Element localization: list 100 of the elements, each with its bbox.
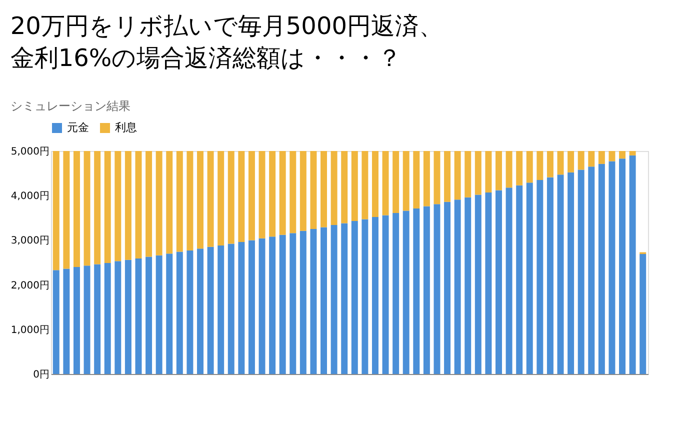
bar	[279, 234, 286, 374]
bar	[598, 164, 605, 374]
bar	[546, 151, 554, 178]
bar	[578, 170, 584, 374]
bar	[588, 151, 595, 167]
bar	[176, 151, 183, 252]
bar	[218, 151, 224, 246]
bar	[197, 151, 204, 249]
bar	[269, 236, 276, 374]
y-tick-label: 0円	[33, 370, 50, 380]
legend-label: 元金	[67, 121, 89, 134]
bar	[94, 151, 101, 264]
bar	[341, 223, 348, 374]
y-tick-label: 1,000円	[10, 324, 50, 336]
bar	[402, 151, 410, 211]
bar	[578, 151, 584, 170]
bar	[114, 261, 122, 374]
bar	[474, 194, 482, 374]
bar	[629, 151, 636, 156]
bar	[362, 219, 368, 374]
bar	[330, 225, 338, 374]
bar	[186, 250, 194, 374]
bar	[372, 151, 378, 218]
bar	[608, 161, 616, 374]
bar	[464, 197, 472, 374]
bar	[207, 151, 214, 247]
bar	[238, 151, 245, 242]
bar	[290, 233, 296, 374]
bar	[228, 151, 234, 244]
bar	[258, 238, 266, 374]
bar	[248, 151, 255, 240]
bar	[629, 155, 636, 374]
bar	[52, 270, 60, 374]
bar	[84, 151, 90, 266]
bar	[444, 151, 451, 202]
bar	[135, 151, 142, 258]
text: 20万円をリボ払いで毎月5000円返済、	[10, 12, 443, 40]
bar	[52, 151, 60, 270]
bar	[104, 151, 111, 263]
bar	[454, 151, 461, 200]
bar	[434, 204, 440, 374]
bar	[156, 151, 162, 256]
bar	[228, 244, 234, 374]
bar	[640, 254, 646, 374]
bar	[166, 151, 173, 254]
bar	[63, 268, 70, 374]
bar	[238, 242, 245, 374]
chart-title: シミュレーション結果	[10, 99, 130, 113]
bar	[474, 151, 482, 195]
bar	[392, 151, 400, 213]
legend-label: 利息	[115, 121, 137, 134]
bar	[392, 212, 400, 374]
bar	[444, 202, 451, 374]
bar	[146, 256, 152, 374]
bar	[485, 192, 492, 374]
bar	[588, 166, 595, 374]
bar	[290, 151, 296, 234]
bar	[351, 151, 358, 222]
bar	[146, 151, 152, 257]
bar	[598, 151, 605, 164]
bar	[423, 151, 430, 206]
bar	[516, 151, 523, 186]
bar	[413, 208, 420, 374]
bar	[269, 151, 276, 237]
bar	[279, 151, 286, 235]
y-tick-label: 3,000円	[10, 236, 50, 247]
bar	[382, 151, 389, 216]
bar	[73, 151, 80, 267]
y-tick-label: 2,000円	[10, 280, 50, 292]
y-tick-label: 5,000円	[10, 146, 50, 158]
bar	[423, 206, 430, 374]
bar	[156, 255, 162, 374]
bar	[310, 229, 317, 374]
bar	[124, 151, 132, 260]
bar	[176, 252, 183, 374]
bar	[464, 151, 472, 198]
bar	[506, 151, 512, 188]
bar	[526, 182, 533, 374]
y-tick-label: 4,000円	[10, 191, 50, 202]
bar	[135, 258, 142, 374]
bar	[300, 151, 306, 231]
bar	[485, 151, 492, 192]
bar	[248, 240, 255, 374]
bar	[536, 180, 544, 374]
bar	[382, 215, 389, 374]
bar	[197, 248, 204, 374]
bar	[568, 151, 574, 172]
bar	[372, 217, 378, 374]
bar	[341, 151, 348, 224]
bar	[496, 151, 502, 190]
bar	[104, 262, 111, 374]
bar	[166, 254, 173, 374]
bar	[557, 151, 564, 175]
bar	[94, 264, 101, 374]
bar	[63, 151, 70, 269]
bar	[402, 210, 410, 374]
bar	[557, 174, 564, 374]
bar	[608, 151, 616, 162]
bar	[351, 221, 358, 374]
bar	[516, 185, 523, 374]
